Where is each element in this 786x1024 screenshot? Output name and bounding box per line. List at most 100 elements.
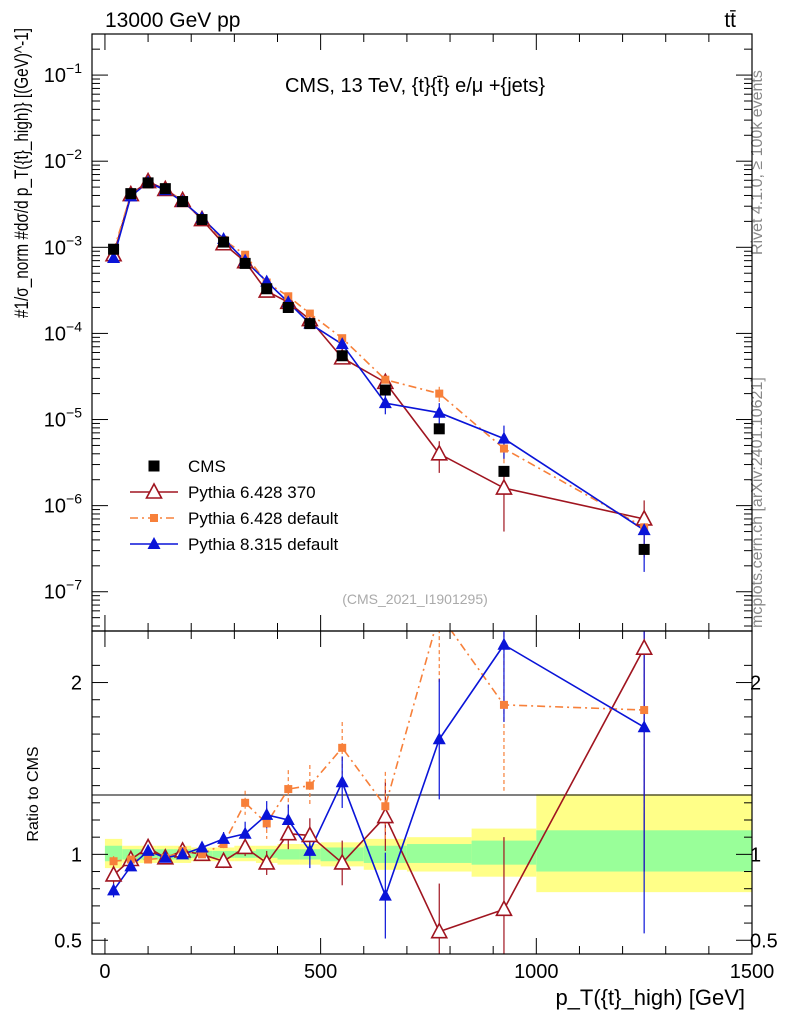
pythia6-370-point — [257, 853, 276, 870]
pythia6-370-point — [145, 482, 163, 499]
cms-data-point — [239, 257, 251, 269]
main-data-layer — [104, 171, 653, 572]
pythia8-point — [335, 337, 349, 350]
ratio-y-tick-label-left: 0.5 — [54, 930, 82, 952]
y-tick-label: 10−1 — [44, 60, 82, 87]
pythia6-default-point — [499, 444, 508, 453]
pythia6-default-point — [109, 857, 118, 866]
pythia8-point — [637, 720, 651, 733]
pythia6-default-point — [262, 819, 271, 828]
cms-data-point — [125, 188, 137, 200]
pythia8-point — [158, 850, 172, 863]
cms-data-point — [218, 236, 230, 248]
pythia6-370-point — [104, 865, 123, 882]
pythia8-point — [260, 807, 274, 820]
pythia6-default-point — [305, 781, 314, 790]
chart-title: CMS, 13 TeV, {t}{t̄} e/μ +{jets} — [285, 75, 545, 97]
ratio-y-tick-label-right: 1 — [750, 844, 761, 866]
y-tick-label: 10−2 — [44, 146, 82, 173]
pythia6-370-point — [635, 638, 653, 655]
cms-data-point — [261, 283, 273, 295]
cms-data-point — [304, 318, 316, 330]
main-panel: 10−7 10−6 10−5 10−4 10−3 10−2 10−1 CMS, 13 TeV… — [12, 28, 753, 632]
pythia6-370-point — [301, 825, 319, 843]
y-tick-label: 10−7 — [44, 577, 82, 604]
pythia8-point — [378, 888, 392, 901]
cms-data-point — [142, 177, 154, 189]
pythia6-default-point — [381, 802, 390, 811]
pythia6-default-point — [241, 798, 250, 807]
legend-label-p8: Pythia 8.315 default — [188, 535, 339, 554]
pythia6-default-point — [381, 375, 390, 384]
x-tick-label: 0 — [99, 961, 110, 983]
cms-data-point — [282, 301, 294, 313]
pythia6-default-point — [499, 700, 508, 709]
rivet-version-label: Rivet 4.1.0, ≥ 100k events — [749, 70, 766, 255]
ratio-y-axis-label: Ratio to CMS — [25, 746, 42, 841]
cms-data-point — [498, 465, 510, 477]
pythia6-default-point — [284, 785, 293, 794]
pythia6-default-point — [144, 855, 153, 864]
header-collision-label: 13000 GeV pp — [105, 9, 240, 32]
cms-data-point — [108, 243, 120, 255]
legend-label-cms: CMS — [188, 457, 226, 476]
pythia8-point — [195, 840, 209, 853]
pythia8-point — [432, 405, 446, 418]
ratio-y-tick-label-right: 2 — [750, 673, 761, 695]
mcplots-source-label: mcplots.cern.ch [arXiv:2401.10621] — [749, 377, 766, 628]
ratio-band-inner — [104, 845, 123, 862]
pythia8-point — [141, 843, 155, 856]
pythia6-370-point — [495, 899, 513, 917]
ratio-data-layer — [104, 610, 653, 954]
ratio-band-inner — [277, 849, 300, 860]
ratio-axis-ticks: 0 500 1000 1500 0.5 0.5 1 1 2 2 — [54, 631, 778, 983]
legend: CMS Pythia 6.428 370 Pythia 6.428 default P… — [130, 457, 339, 554]
y-tick-label: 10−6 — [44, 491, 82, 518]
ratio-frame — [91, 630, 753, 955]
cms-data-point — [433, 423, 445, 435]
pythia8-point — [497, 431, 511, 444]
y-tick-label: 10−4 — [44, 318, 82, 345]
cms-data-point — [177, 196, 189, 208]
pythia8-point — [637, 523, 651, 536]
ratio-y-tick-label-left: 2 — [71, 673, 82, 695]
p6_def-ratio-line — [113, 631, 645, 863]
pythia8-point — [147, 537, 161, 549]
pythia6-370-point — [430, 921, 449, 939]
pythia8-point — [107, 251, 121, 264]
pythia8-point — [107, 883, 121, 896]
header-process-label: tt̄ — [724, 9, 736, 32]
pythia8-point — [238, 826, 252, 839]
ratio-band-inner — [406, 844, 472, 863]
ratio-panel: 0 500 1000 1500 0.5 0.5 1 1 2 2 Ratio to CMS p_T(… — [25, 610, 778, 1010]
pythia6-default-point — [338, 743, 347, 752]
pythia8-point — [497, 637, 511, 650]
pythia8-point — [303, 843, 317, 856]
pythia6-default-point — [305, 309, 314, 318]
p6_370-ratio-line — [113, 647, 645, 933]
pythia6-370-point — [376, 806, 395, 824]
p8-ratio-line — [112, 643, 645, 898]
pythia6-370-point — [236, 837, 254, 855]
pythia6-370-point — [333, 853, 352, 870]
pythia8-point — [217, 831, 231, 844]
pythia8-point — [378, 396, 392, 409]
cms-data-point — [638, 543, 650, 555]
pythia8-point — [124, 859, 138, 872]
pythia6-default-point — [435, 610, 443, 618]
pythia6-370-point — [214, 851, 233, 869]
cms-data-point — [336, 350, 348, 362]
cms-data-point — [159, 183, 171, 195]
pythia8-point — [335, 775, 349, 788]
main-axis-ticks: 10−7 10−6 10−5 10−4 10−3 10−2 10−1 — [44, 34, 753, 631]
legend-label-p6_def: Pythia 6.428 default — [188, 509, 339, 528]
pythia8-point — [176, 847, 190, 860]
pythia6-default-point — [435, 389, 444, 398]
x-tick-label: 500 — [304, 961, 337, 983]
ratio-y-tick-label-right: 0.5 — [750, 930, 778, 952]
p6_def-line — [112, 182, 645, 529]
pythia6-370-point — [495, 478, 513, 495]
cms-data-point — [379, 384, 391, 396]
y-axis-label: #1/σ_norm #dσ/d p_T({t}_high)} [(GeV)^-1… — [12, 28, 33, 318]
